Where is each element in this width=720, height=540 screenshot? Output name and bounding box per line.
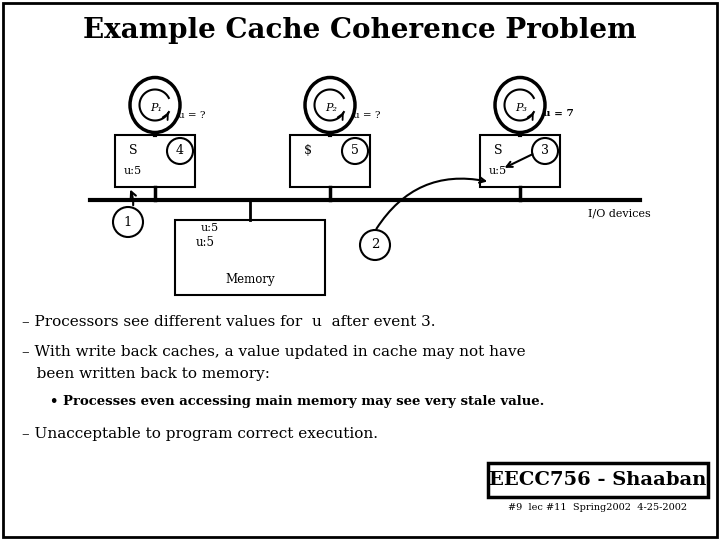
- Ellipse shape: [305, 78, 355, 132]
- Text: Memory: Memory: [225, 273, 275, 287]
- Text: u:5: u:5: [201, 223, 219, 233]
- Text: Example Cache Coherence Problem: Example Cache Coherence Problem: [84, 17, 636, 44]
- Text: 4: 4: [176, 145, 184, 158]
- Text: – Processors see different values for  u  after event 3.: – Processors see different values for u …: [22, 315, 436, 329]
- Text: u:5: u:5: [124, 166, 142, 176]
- Bar: [175, 220, 325, 295]
- Bar: [488, 463, 708, 497]
- Circle shape: [113, 207, 143, 237]
- Text: u:5: u:5: [489, 166, 507, 176]
- Circle shape: [342, 138, 368, 164]
- Text: EECC756 - Shaaban: EECC756 - Shaaban: [490, 471, 707, 489]
- Text: 1: 1: [124, 215, 132, 228]
- Text: I/O devices: I/O devices: [588, 209, 651, 219]
- Text: 3: 3: [541, 145, 549, 158]
- Circle shape: [167, 138, 193, 164]
- Text: S: S: [129, 145, 138, 158]
- Bar: [115, 135, 195, 187]
- Ellipse shape: [130, 78, 180, 132]
- Circle shape: [532, 138, 558, 164]
- Text: – With write back caches, a value updated in cache may not have: – With write back caches, a value update…: [22, 345, 526, 359]
- Text: been written back to memory:: been written back to memory:: [22, 367, 270, 381]
- Text: P₃: P₃: [515, 103, 527, 113]
- Ellipse shape: [495, 78, 545, 132]
- Text: P₁: P₁: [150, 103, 162, 113]
- Text: – Unacceptable to program correct execution.: – Unacceptable to program correct execut…: [22, 427, 378, 441]
- Text: • Processes even accessing main memory may see very stale value.: • Processes even accessing main memory m…: [50, 395, 544, 408]
- Text: $: $: [304, 145, 312, 158]
- Circle shape: [360, 230, 390, 260]
- Text: u:5: u:5: [196, 235, 215, 248]
- Text: 2: 2: [371, 239, 379, 252]
- FancyBboxPatch shape: [3, 3, 717, 537]
- Bar: [480, 135, 560, 187]
- Bar: [290, 135, 370, 187]
- Text: u = ?: u = ?: [178, 111, 205, 119]
- Text: u = 7: u = 7: [543, 109, 574, 118]
- Text: u = ?: u = ?: [353, 111, 380, 119]
- Text: S: S: [494, 145, 503, 158]
- Text: P₂: P₂: [325, 103, 337, 113]
- Text: #9  lec #11  Spring2002  4-25-2002: #9 lec #11 Spring2002 4-25-2002: [508, 503, 688, 511]
- Text: 5: 5: [351, 145, 359, 158]
